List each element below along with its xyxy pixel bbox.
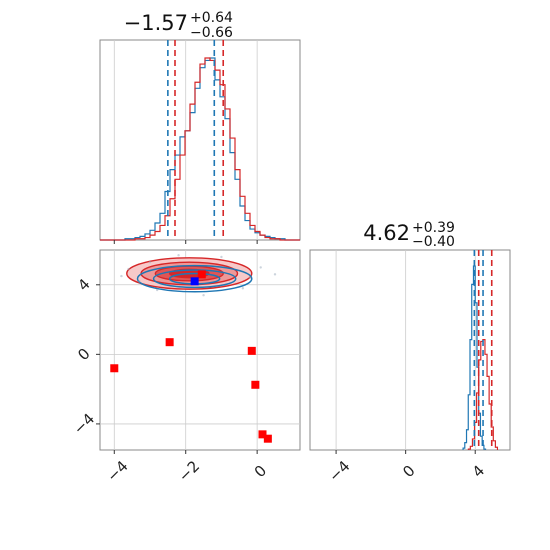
joint-red-marker-6 (197, 270, 206, 279)
joint-ytick-label-2: 4 (74, 275, 93, 294)
hist2-xtick-label-0: −4 (325, 457, 353, 485)
histogram-panel-p2: −4 0 4 4.62 +0.39 −0.40 (309, 220, 511, 485)
joint-red-marker-1 (165, 338, 174, 347)
joint-sample-dot-11 (202, 294, 205, 297)
joint-sample-dot-9 (273, 273, 277, 276)
joint-red-marker-2 (247, 346, 256, 355)
joint-sample-dot-1 (138, 280, 141, 283)
joint-panel: −4 −2 0 −4 0 4 (70, 249, 301, 485)
joint-blue-marker-0 (190, 277, 199, 286)
histogram-p1-title-plus: +0.64 (190, 10, 233, 26)
joint-xtick-label-0: −4 (103, 457, 131, 485)
joint-sample-dot-4 (259, 266, 262, 269)
joint-red-marker-4 (258, 430, 267, 439)
histogram-panel-p1: −1.57 +0.64 −0.66 (99, 10, 301, 244)
histogram-p1-title-value: −1.57 (124, 11, 188, 35)
joint-red-marker-5 (263, 434, 272, 443)
joint-blue-contour-1 (152, 269, 237, 289)
joint-sample-dot-6 (155, 288, 159, 292)
joint-ytick-label-1: 0 (74, 345, 93, 364)
histogram-p2-title-value: 4.62 (363, 221, 410, 245)
joint-sample-dot-0 (127, 267, 130, 271)
joint-ytick-label-0: −4 (70, 410, 98, 438)
joint-sample-dot-5 (241, 287, 245, 290)
hist2-xtick-label-1: 0 (399, 462, 418, 481)
joint-sample-dot-3 (248, 276, 252, 280)
joint-sample-dot-8 (120, 274, 123, 278)
hist1-series-1-step-line (100, 57, 300, 241)
joint-xtick-label-2: 0 (251, 462, 270, 481)
joint-red-marker-0 (110, 364, 119, 373)
histogram-p2-title-minus: −0.40 (412, 234, 455, 250)
joint-sample-dot-10 (177, 254, 180, 257)
joint-sample-dot-2 (148, 260, 152, 264)
joint-xtick-label-1: −2 (175, 457, 203, 485)
joint-blue-contour-0 (136, 264, 253, 293)
joint-red-marker-3 (251, 380, 260, 389)
histogram-p1-title-minus: −0.66 (190, 25, 233, 41)
histogram-p2-title-plus: +0.39 (412, 220, 455, 236)
hist2-xtick-label-2: 4 (469, 462, 488, 481)
joint-sample-dot-7 (220, 255, 223, 259)
